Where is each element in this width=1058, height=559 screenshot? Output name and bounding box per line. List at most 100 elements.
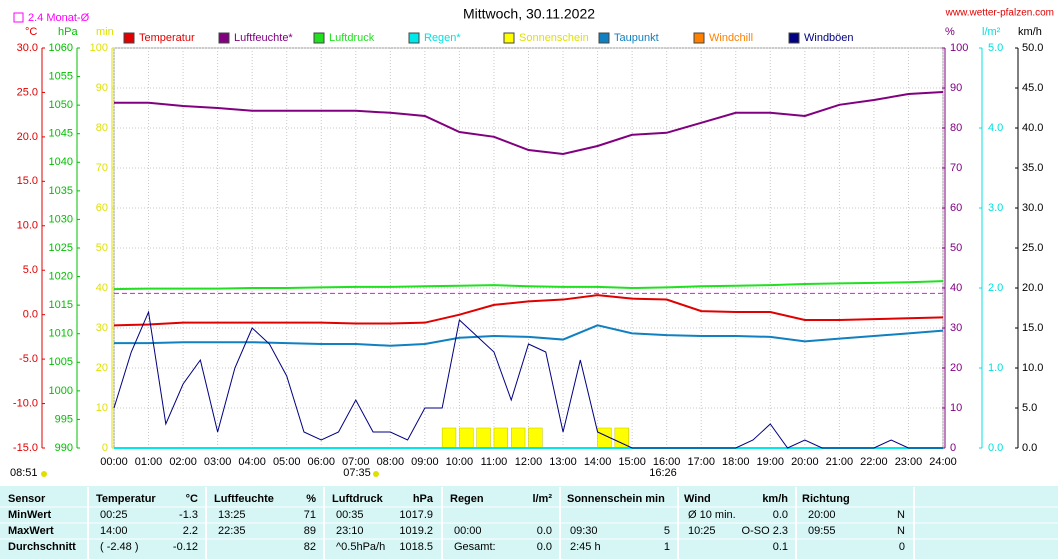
series-line xyxy=(114,91,944,156)
legend-label: Windböen xyxy=(804,32,854,44)
table-header: Wind xyxy=(684,493,711,505)
table-cell: 0 xyxy=(899,541,905,553)
axis-unit: min xyxy=(96,26,114,38)
x-tick-label: 10:00 xyxy=(446,456,474,468)
table-cell: N xyxy=(897,525,905,537)
y-tick-label: 0.0 xyxy=(988,442,1003,454)
table-cell: 1017.9 xyxy=(399,509,433,521)
axis-unit: l/m² xyxy=(982,26,1001,38)
y-tick-label: 990 xyxy=(55,442,73,454)
y-tick-label: 90 xyxy=(96,82,108,94)
y-tick-label: 1035 xyxy=(49,185,73,197)
axis-unit: km/h xyxy=(1018,26,1042,38)
x-tick-label: 14:00 xyxy=(584,456,612,468)
table-cell: 2:45 h xyxy=(570,541,601,553)
x-tick-label: 15:00 xyxy=(618,456,646,468)
x-tick-label: 07:00 xyxy=(342,456,370,468)
table-cell: 23:10 xyxy=(336,525,364,537)
table-cell: 1019.2 xyxy=(399,525,433,537)
legend-label: Regen* xyxy=(424,32,461,44)
y-tick-label: 15.0 xyxy=(17,175,38,187)
y-tick-label: 0 xyxy=(102,442,108,454)
x-tick-label: 02:00 xyxy=(169,456,197,468)
x-tick-label: 21:00 xyxy=(826,456,854,468)
axis-unit: hPa xyxy=(58,26,78,38)
y-tick-label: 1025 xyxy=(49,242,73,254)
table-cell: 0.1 xyxy=(773,541,788,553)
sun-icon xyxy=(373,471,379,477)
legend-label: Luftfeuchte* xyxy=(234,32,293,44)
y-tick-label: 5.0 xyxy=(23,264,38,276)
x-tick-label: 01:00 xyxy=(135,456,163,468)
y-tick-label: 1045 xyxy=(49,128,73,140)
stats-table: Sensor Temperatur °C Luftfeuchte% Luftdruck h… xyxy=(0,487,1058,559)
x-tick-label: 11:00 xyxy=(481,456,508,468)
legend-label: Windchill xyxy=(709,32,753,44)
y-tick-label: 1010 xyxy=(49,328,73,340)
table-cell: 22:35 xyxy=(218,525,246,537)
y-tick-label: 0 xyxy=(950,442,956,454)
table-cell: 1018.5 xyxy=(399,541,433,553)
table-cell: N xyxy=(897,509,905,521)
table-cell: 10:25 xyxy=(688,525,716,537)
y-tick-label: 50 xyxy=(96,242,108,254)
table-header: % xyxy=(306,493,316,505)
x-tick-label: 09:00 xyxy=(411,456,439,468)
y-tick-label: 30 xyxy=(950,322,962,334)
y-tick-label: 30.0 xyxy=(1022,202,1043,214)
x-tick-label: 20:00 xyxy=(791,456,819,468)
sunshine-bar xyxy=(510,427,526,449)
y-tick-label: 100 xyxy=(90,42,108,54)
legend-label: Sonnenschein xyxy=(519,32,589,44)
y-tick-label: 995 xyxy=(55,413,73,425)
y-tick-label: 5.0 xyxy=(1022,402,1037,414)
x-tick-label: 24:00 xyxy=(929,456,957,468)
sunshine-bar xyxy=(441,427,457,449)
y-tick-label: -10.0 xyxy=(13,397,38,409)
table-cell: 09:30 xyxy=(570,525,598,537)
legend-swatch xyxy=(693,32,705,44)
y-tick-label: 1015 xyxy=(49,299,73,311)
y-tick-label: 10.0 xyxy=(1022,362,1043,374)
y-tick-label: 2.0 xyxy=(988,282,1003,294)
avg-legend-box xyxy=(13,12,24,23)
table-row-label: MaxWert xyxy=(8,525,54,537)
table-header: Richtung xyxy=(802,493,850,505)
y-tick-label: 15.0 xyxy=(1022,322,1043,334)
y-tick-label: -15.0 xyxy=(13,442,38,454)
y-tick-label: 10.0 xyxy=(17,220,38,232)
y-tick-label: 20 xyxy=(950,362,962,374)
table-cell: Ø 10 min. xyxy=(688,509,736,521)
legend-label: Taupunkt xyxy=(614,32,659,44)
table-cell: 00:25 xyxy=(100,509,128,521)
axis-unit: °C xyxy=(25,26,37,38)
sunshine-bar xyxy=(459,427,474,449)
y-tick-label: -5.0 xyxy=(19,353,38,365)
updated-time: 08:51 xyxy=(10,467,38,479)
x-tick-label: 18:00 xyxy=(722,456,750,468)
table-cell: 00:00 xyxy=(454,525,482,537)
table-header: Luftfeuchte xyxy=(214,493,274,505)
y-tick-label: 60 xyxy=(96,202,108,214)
table-header: Temperatur xyxy=(96,493,156,505)
legend-label: Luftdruck xyxy=(329,32,375,44)
table-cell: 20:00 xyxy=(808,509,836,521)
table-header: Luftdruck xyxy=(332,493,384,505)
table-cell: -0.12 xyxy=(173,541,198,553)
table-cell: 71 xyxy=(304,509,316,521)
table-header: Regen xyxy=(450,493,484,505)
y-tick-label: 90 xyxy=(950,82,962,94)
sunshine-bar xyxy=(597,427,612,449)
sunrise-time: 07:35 xyxy=(343,467,371,479)
site-link[interactable]: www.wetter-pfalzen.com xyxy=(945,8,1054,19)
y-tick-label: 40 xyxy=(950,282,962,294)
x-tick-label: 22:00 xyxy=(860,456,888,468)
chart-title: Mittwoch, 30.11.2022 xyxy=(463,6,595,22)
y-tick-label: 5.0 xyxy=(988,42,1003,54)
table-header: hPa xyxy=(413,493,434,505)
legend-label: Temperatur xyxy=(139,32,195,44)
y-tick-label: 1030 xyxy=(49,213,73,225)
table-header: l/m² xyxy=(532,493,552,505)
y-tick-label: 60 xyxy=(950,202,962,214)
y-tick-label: 4.0 xyxy=(988,122,1003,134)
